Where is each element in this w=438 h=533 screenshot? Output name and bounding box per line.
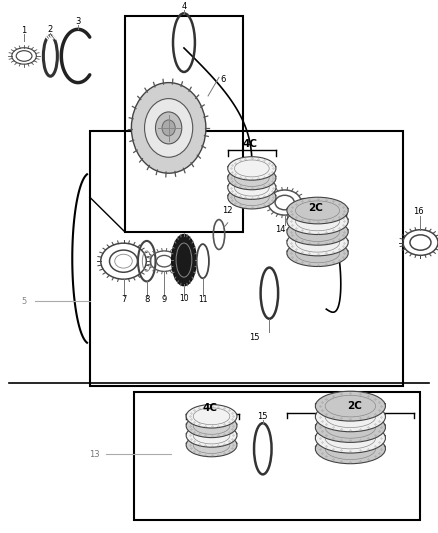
- Text: 2C: 2C: [347, 401, 362, 411]
- Ellipse shape: [315, 411, 385, 418]
- Ellipse shape: [315, 391, 385, 421]
- Text: 5: 5: [21, 297, 27, 305]
- Ellipse shape: [186, 412, 237, 417]
- Ellipse shape: [186, 433, 237, 457]
- Ellipse shape: [315, 443, 385, 450]
- Ellipse shape: [186, 405, 237, 428]
- Ellipse shape: [287, 206, 348, 212]
- Text: 11: 11: [198, 295, 208, 304]
- Ellipse shape: [155, 112, 182, 144]
- Ellipse shape: [287, 248, 348, 254]
- Ellipse shape: [228, 164, 276, 169]
- Ellipse shape: [228, 183, 276, 189]
- Text: 10: 10: [179, 294, 189, 303]
- Ellipse shape: [228, 185, 276, 209]
- Ellipse shape: [228, 174, 276, 179]
- Ellipse shape: [287, 208, 348, 235]
- Ellipse shape: [131, 83, 206, 173]
- Bar: [90, 131, 403, 386]
- Ellipse shape: [315, 423, 385, 453]
- Text: 12: 12: [222, 206, 232, 215]
- Ellipse shape: [315, 413, 385, 442]
- Ellipse shape: [228, 176, 276, 199]
- Ellipse shape: [186, 441, 237, 446]
- Ellipse shape: [115, 254, 132, 268]
- Bar: [125, 16, 243, 232]
- Ellipse shape: [315, 402, 385, 432]
- Text: 3: 3: [75, 17, 81, 26]
- Text: 4C: 4C: [242, 139, 257, 149]
- Ellipse shape: [287, 227, 348, 233]
- Text: 2C: 2C: [308, 203, 323, 213]
- Text: 7: 7: [121, 295, 126, 304]
- Ellipse shape: [315, 422, 385, 429]
- Text: 15: 15: [249, 333, 259, 342]
- Ellipse shape: [287, 229, 348, 256]
- Ellipse shape: [287, 238, 348, 244]
- Text: 16: 16: [413, 207, 424, 216]
- Text: 13: 13: [89, 450, 99, 458]
- Text: 15: 15: [258, 413, 268, 421]
- Text: 4C: 4C: [203, 403, 218, 413]
- Ellipse shape: [186, 431, 237, 437]
- Text: 9: 9: [162, 295, 167, 304]
- Ellipse shape: [287, 216, 348, 222]
- Bar: [134, 392, 420, 520]
- Ellipse shape: [145, 99, 193, 157]
- Text: 2: 2: [48, 25, 53, 34]
- Ellipse shape: [228, 193, 276, 198]
- Text: 14: 14: [275, 225, 286, 233]
- Ellipse shape: [186, 424, 237, 447]
- Ellipse shape: [172, 235, 196, 286]
- Ellipse shape: [228, 157, 276, 180]
- Ellipse shape: [186, 414, 237, 438]
- Ellipse shape: [228, 166, 276, 190]
- Ellipse shape: [287, 197, 348, 224]
- Ellipse shape: [315, 433, 385, 439]
- Text: 8: 8: [144, 295, 149, 304]
- Ellipse shape: [315, 401, 385, 407]
- Ellipse shape: [186, 422, 237, 427]
- Text: 4: 4: [181, 2, 187, 11]
- Text: 1: 1: [21, 26, 27, 35]
- Ellipse shape: [287, 240, 348, 266]
- Ellipse shape: [315, 434, 385, 464]
- Ellipse shape: [287, 219, 348, 245]
- Text: 6: 6: [221, 76, 226, 84]
- Ellipse shape: [162, 120, 175, 136]
